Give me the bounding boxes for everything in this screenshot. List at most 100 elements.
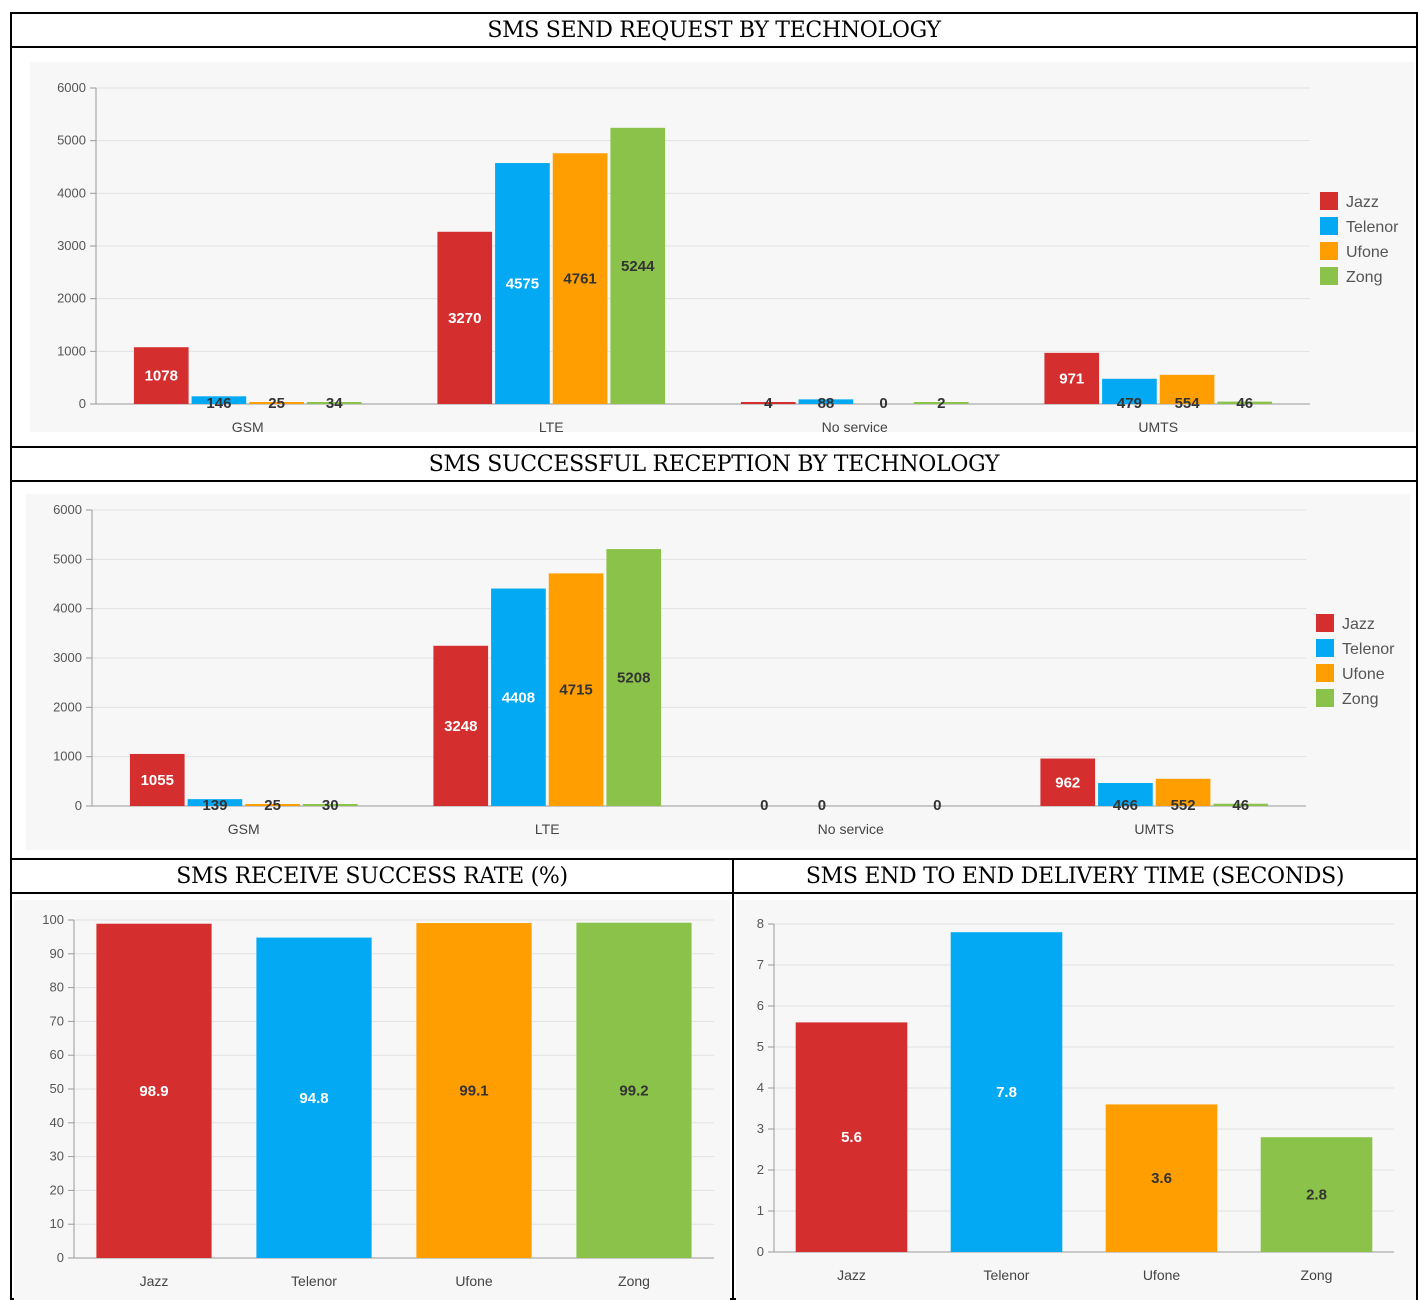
y-tick-label: 1000 xyxy=(53,749,82,764)
bar-ufone xyxy=(245,804,300,806)
y-tick-label: 6000 xyxy=(53,502,82,517)
data-label: 88 xyxy=(818,395,835,412)
legend-label: Ufone xyxy=(1346,244,1389,261)
bar-telenor xyxy=(798,399,854,404)
y-tick-label: 7 xyxy=(757,957,764,972)
bar-telenor xyxy=(491,588,546,806)
legend-label: Telenor xyxy=(1342,641,1395,658)
chart-title: SMS SUCCESSFUL RECEPTION BY TECHNOLOGY xyxy=(12,448,1416,482)
chart-title: SMS RECEIVE SUCCESS RATE (%) xyxy=(12,860,732,894)
data-label: 971 xyxy=(1059,370,1084,387)
data-label: 4408 xyxy=(502,689,535,706)
y-tick-label: 6 xyxy=(757,998,764,1013)
data-label: 3248 xyxy=(444,718,477,735)
y-tick-label: 0 xyxy=(75,798,82,813)
data-label: 962 xyxy=(1055,774,1080,791)
bar-zong xyxy=(1213,803,1269,806)
data-label: 25 xyxy=(264,797,281,814)
y-tick-label: 3 xyxy=(757,1121,764,1136)
data-label: 0 xyxy=(933,797,941,814)
x-category-label: Jazz xyxy=(140,1273,169,1289)
data-label: 5.6 xyxy=(841,1129,862,1146)
data-label: 99.2 xyxy=(619,1082,648,1099)
data-label: 0 xyxy=(879,395,887,412)
y-tick-label: 4000 xyxy=(53,601,82,616)
data-label: 4715 xyxy=(559,682,592,699)
bar-zong xyxy=(306,402,362,404)
panel-delivery-time: SMS END TO END DELIVERY TIME (SECONDS) 0… xyxy=(732,858,1418,1300)
bar-zong xyxy=(913,402,969,404)
x-category-label: UMTS xyxy=(1134,821,1174,837)
y-tick-label: 2000 xyxy=(57,291,86,306)
y-tick-label: 0 xyxy=(79,396,86,411)
y-tick-label: 0 xyxy=(757,1244,764,1259)
y-tick-label: 1 xyxy=(757,1203,764,1218)
data-label: 2 xyxy=(937,395,945,412)
y-tick-label: 40 xyxy=(50,1115,64,1130)
legend-swatch-zong xyxy=(1320,267,1338,285)
bar-ufone xyxy=(552,153,608,404)
chart-title: SMS END TO END DELIVERY TIME (SECONDS) xyxy=(734,860,1416,894)
data-label: 4 xyxy=(764,395,773,412)
bar-jazz xyxy=(740,402,796,404)
data-label: 1078 xyxy=(145,368,178,385)
bar-zong xyxy=(606,549,662,806)
bar-telenor xyxy=(256,937,372,1258)
data-label: 7.8 xyxy=(996,1084,1017,1101)
bar-jazz xyxy=(437,231,493,404)
x-category-label: LTE xyxy=(539,419,564,432)
bar-zong xyxy=(576,922,692,1258)
legend-swatch-jazz xyxy=(1320,192,1338,210)
x-category-label: LTE xyxy=(535,821,560,837)
y-tick-label: 6000 xyxy=(57,80,86,95)
data-label: 139 xyxy=(202,797,227,814)
chart-title: SMS SEND REQUEST BY TECHNOLOGY xyxy=(12,14,1416,48)
x-category-label: UMTS xyxy=(1138,419,1178,432)
bar-zong xyxy=(1217,401,1273,404)
data-label: 3.6 xyxy=(1151,1170,1172,1187)
y-tick-label: 4000 xyxy=(57,185,86,200)
legend-swatch-ufone xyxy=(1316,664,1334,682)
bar-zong xyxy=(610,127,666,404)
data-label: 2.8 xyxy=(1306,1187,1327,1204)
x-category-label: Ufone xyxy=(455,1273,493,1289)
data-label: 46 xyxy=(1232,797,1249,814)
legend-label: Jazz xyxy=(1342,616,1375,633)
y-tick-label: 90 xyxy=(50,946,64,961)
data-label: 30 xyxy=(322,797,339,814)
x-category-label: Telenor xyxy=(291,1273,337,1289)
panel-receive-success-rate: SMS RECEIVE SUCCESS RATE (%) 0 10 20 30 40 50… xyxy=(10,858,734,1300)
y-tick-label: 2 xyxy=(757,1162,764,1177)
bar-jazz xyxy=(795,1022,908,1252)
data-label: 4575 xyxy=(506,276,539,293)
bar-ufone xyxy=(416,923,532,1258)
legend-swatch-telenor xyxy=(1316,639,1334,657)
x-category-label: GSM xyxy=(228,821,260,837)
legend-swatch-zong xyxy=(1316,689,1334,707)
legend-label: Jazz xyxy=(1346,194,1379,211)
y-tick-label: 5000 xyxy=(53,551,82,566)
bar-jazz xyxy=(133,347,189,404)
bar-ufone xyxy=(1155,778,1211,806)
data-label: 34 xyxy=(326,395,343,412)
bar-ufone xyxy=(1105,1104,1218,1252)
bar-jazz xyxy=(96,923,212,1258)
data-label: 5244 xyxy=(621,258,655,275)
bar-telenor xyxy=(495,163,550,404)
y-tick-label: 1000 xyxy=(57,343,86,358)
x-category-label: Ufone xyxy=(1143,1267,1181,1283)
bar-jazz xyxy=(129,753,185,806)
send-request-chart: 0 1000 2000 3000 4000 5000 6000 GSM LTE No servic… xyxy=(30,62,1414,432)
bar-ufone xyxy=(1159,374,1215,404)
data-label: 552 xyxy=(1171,797,1196,814)
x-category-label: Zong xyxy=(1301,1267,1333,1283)
x-category-label: GSM xyxy=(232,419,264,432)
panel-successful-reception: SMS SUCCESSFUL RECEPTION BY TECHNOLOGY 0… xyxy=(10,446,1418,860)
legend-label: Zong xyxy=(1342,691,1378,708)
bar-ufone xyxy=(249,402,304,404)
bar-zong xyxy=(302,804,358,806)
legend-swatch-ufone xyxy=(1320,242,1338,260)
data-label: 554 xyxy=(1175,395,1201,412)
data-label: 1055 xyxy=(141,772,174,789)
